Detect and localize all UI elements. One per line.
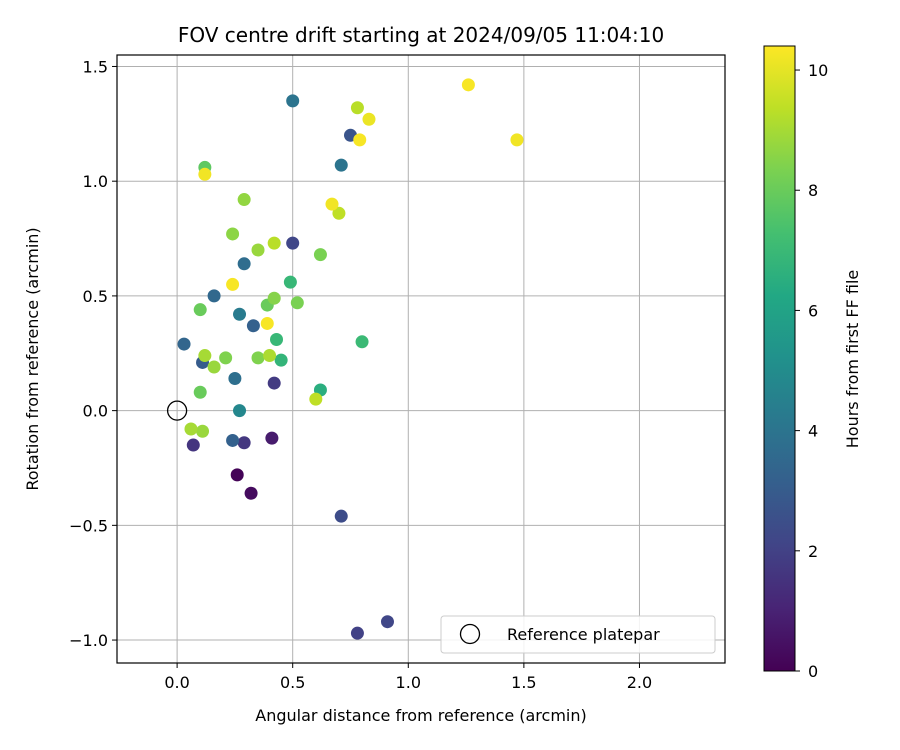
scatter-point: [286, 94, 300, 108]
scatter-point: [226, 227, 240, 241]
scatter-point: [186, 438, 200, 452]
scatter-point: [274, 353, 288, 367]
scatter-point: [263, 349, 277, 363]
scatter-point: [237, 193, 251, 207]
data-points: [177, 78, 524, 640]
scatter-point: [362, 112, 376, 126]
y-tick-label: 1.0: [83, 172, 108, 191]
scatter-point: [355, 335, 369, 349]
scatter-point: [461, 78, 475, 92]
scatter-point: [325, 197, 339, 211]
y-axis-ticks: −1.0 −0.5 0.0 0.5 1.0 1.5: [69, 57, 117, 650]
scatter-point: [226, 433, 240, 447]
scatter-point: [207, 289, 221, 303]
legend-box: [440, 615, 716, 654]
y-tick-label: −1.0: [69, 631, 108, 650]
grid-lines: [117, 55, 725, 663]
scatter-point: [380, 615, 394, 629]
colorbar-ticks: 0 2 4 6 8 10: [795, 61, 828, 681]
colorbar-tick-label: 0: [808, 662, 818, 681]
x-axis-ticks: 0.0 0.5 1.0 1.5 2.0: [164, 663, 652, 692]
reference-point: [166, 400, 188, 421]
scatter-point: [270, 332, 284, 346]
colorbar-gradient: [763, 45, 796, 672]
scatter-point: [510, 133, 524, 147]
scatter-point: [237, 257, 251, 271]
colorbar-tick-label: 4: [808, 422, 818, 441]
scatter-point: [290, 296, 304, 310]
scatter-point: [265, 431, 279, 445]
scatter-point: [177, 337, 191, 351]
scatter-point: [267, 376, 281, 390]
scatter-point: [198, 349, 212, 363]
x-tick-label: 2.0: [627, 673, 652, 692]
colorbar-tick-label: 8: [808, 181, 818, 200]
scatter-point: [246, 319, 260, 333]
y-tick-label: 0.0: [83, 402, 108, 421]
x-tick-label: 0.0: [164, 673, 189, 692]
scatter-point: [226, 277, 240, 291]
scatter-point: [334, 509, 348, 523]
scatter-point: [237, 436, 251, 450]
y-tick-label: −0.5: [69, 516, 108, 535]
scatter-point: [353, 133, 367, 147]
colorbar: 0 2 4 6 8 10 Hours from first FF file: [763, 45, 862, 681]
colorbar-label: Hours from first FF file: [843, 270, 862, 449]
scatter-point: [267, 236, 281, 250]
scatter-point: [260, 316, 274, 330]
scatter-point: [251, 351, 265, 365]
y-axis-label: Rotation from reference (arcmin): [23, 227, 42, 490]
scatter-point: [350, 626, 364, 640]
scatter-point: [219, 351, 233, 365]
scatter-point: [233, 404, 247, 418]
scatter-point: [334, 158, 348, 172]
scatter-point: [283, 275, 297, 289]
x-tick-label: 1.5: [511, 673, 536, 692]
scatter-point: [198, 167, 212, 181]
scatter-point: [193, 385, 207, 399]
colorbar-tick-label: 2: [808, 542, 818, 561]
y-tick-label: 1.5: [83, 57, 108, 76]
scatter-point: [309, 392, 323, 406]
x-tick-label: 1.0: [396, 673, 421, 692]
scatter-point: [184, 422, 198, 436]
legend-marker-icon: [459, 623, 481, 645]
x-axis-label: Angular distance from reference (arcmin): [255, 706, 586, 725]
legend-entry-reference-platepar: Reference platepar: [507, 625, 660, 644]
scatter-point: [286, 236, 300, 250]
scatter-point: [251, 243, 265, 257]
scatter-point: [193, 303, 207, 317]
y-tick-label: 0.5: [83, 287, 108, 306]
scatter-point: [207, 360, 221, 374]
scatter-point: [230, 468, 244, 482]
scatter-point: [313, 248, 327, 262]
scatter-point: [233, 307, 247, 321]
x-tick-label: 0.5: [280, 673, 305, 692]
plot-frame: [116, 54, 726, 664]
scatter-point: [267, 291, 281, 305]
scatter-point: [196, 424, 210, 438]
scatter-point: [350, 101, 364, 115]
colorbar-tick-label: 6: [808, 301, 818, 320]
reference-marker: [166, 400, 188, 421]
colorbar-tick-label: 10: [808, 61, 828, 80]
legend: Reference platepar: [440, 615, 716, 654]
scatter-point: [244, 486, 258, 500]
scatter-point: [228, 372, 242, 386]
chart-title: FOV centre drift starting at 2024/09/05 …: [178, 23, 664, 47]
scatter-point: [332, 206, 346, 220]
